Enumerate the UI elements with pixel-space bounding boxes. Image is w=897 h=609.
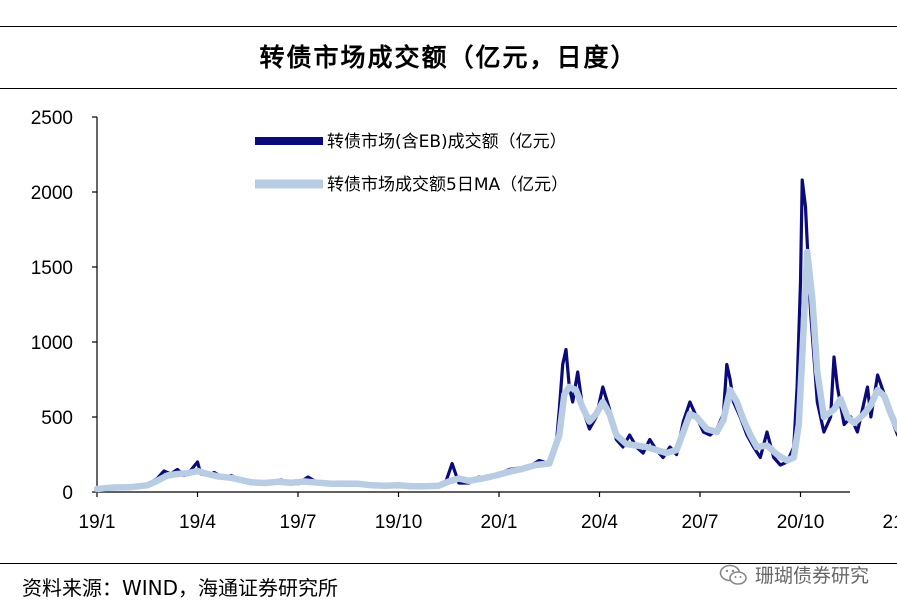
watermark-text: 珊瑚债券研究	[754, 565, 869, 587]
x-tick-label: 20/4	[581, 512, 618, 533]
y-tick-label: 2500	[31, 108, 73, 129]
top-rule	[0, 26, 897, 27]
watermark: 珊瑚债券研究	[719, 561, 869, 588]
trading-volume-chart: 0 500 1000 1500 2000 2500 19/1 19/4 19/7 19/10 20…	[31, 108, 897, 533]
y-tick-label: 500	[41, 408, 73, 429]
x-tick-label: 20/10	[777, 512, 825, 533]
source-note: 资料来源：WIND，海通证券研究所	[22, 576, 339, 600]
x-tick-label: 21/1	[883, 512, 897, 533]
y-tick-label: 1500	[31, 258, 73, 279]
x-tick-label: 19/1	[79, 512, 116, 533]
legend-label-daily: 转债市场(含EB)成交额（亿元）	[327, 132, 567, 152]
bottom-rule	[0, 563, 897, 564]
legend-label-ma5: 转债市场成交额5日MA（亿元）	[327, 175, 568, 195]
x-axis: 19/119/419/719/1020/120/420/720/1021/121…	[79, 491, 897, 533]
x-tick-label: 19/4	[179, 512, 216, 533]
y-tick-label: 0	[62, 483, 73, 504]
series-line-daily	[95, 178, 897, 491]
x-tick-label: 19/10	[375, 512, 423, 533]
x-tick-label: 20/1	[481, 512, 518, 533]
y-axis: 0 500 1000 1500 2000 2500	[31, 108, 98, 504]
x-tick-label: 20/7	[682, 512, 719, 533]
plot-area	[93, 178, 897, 493]
series-line-ma5	[93, 248, 897, 493]
y-tick-label: 1000	[31, 333, 73, 354]
title-rule	[0, 88, 897, 89]
legend: 转债市场(含EB)成交额（亿元） 转债市场成交额5日MA（亿元）	[255, 132, 568, 195]
chart-title: 转债市场成交额（亿元，日度）	[259, 43, 638, 72]
y-tick-label: 2000	[31, 183, 73, 204]
x-tick-label: 19/7	[280, 512, 317, 533]
wechat-icon	[719, 564, 747, 585]
